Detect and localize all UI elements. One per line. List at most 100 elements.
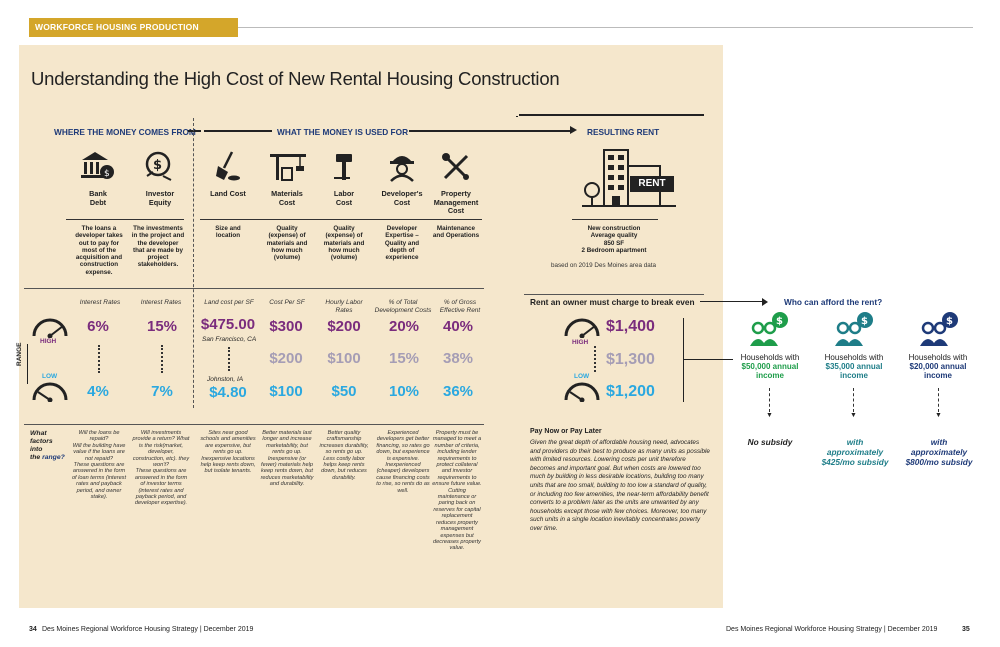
gauge-low-icon [32,382,68,402]
column-question: Experienced developers get better financ… [376,430,430,494]
col-desc-management: Maintenance and Operations [432,225,480,240]
household-35k-icon: $ [835,312,873,346]
household-35k-result: with approximately $425/mo subsidy [821,437,889,467]
value-mid: 15% [388,350,420,367]
col-head-management: Property Management Cost [433,189,479,215]
household-20k-icon: $ [920,312,958,346]
metric-label: % of Gross Effective Rent [439,299,481,314]
investor-icon: $ [145,151,172,181]
footer-right: Des Moines Regional Workforce Housing St… [726,626,938,633]
value-high: 40% [442,318,474,335]
column-question: Will the loans be repaid? Will the build… [71,430,127,501]
section-line [204,130,272,132]
infographic-panel [19,45,723,608]
rent-mid-value: $1,300 [606,351,655,368]
col-head-labor: Labor Cost [333,189,355,207]
col-desc-bank: The loans a developer takes out to pay f… [75,225,123,276]
col-desc-labor: Quality (expense) of materials and how m… [323,225,365,262]
rent-high-value: $1,400 [606,318,655,335]
value-high: 15% [146,318,178,335]
tools-icon [442,153,469,180]
household-50k-result: No subsidy [747,437,793,447]
household-35k-label: Households with $35,000 annual income [824,353,884,380]
rent-source: based on 2019 Des Moines area data [551,262,657,269]
metric-label: Interest Rates [79,299,121,306]
section-line [188,130,201,132]
land-low-location: Johnston, IA [207,376,244,383]
section-rent: RESULTING RENT [587,127,660,137]
col-desc-materials: Quality (expense) of materials and how m… [266,225,308,262]
range-low-label: LOW [42,373,58,380]
col-head-materials: Materials Cost [271,189,303,207]
rent-high-label: HIGH [572,339,589,346]
range-high-label: HIGH [40,338,57,345]
metric-label: Cost Per SF [269,299,305,306]
value-mid: $200 [269,350,303,367]
metric-label: % of Total Development Costs [374,299,432,314]
rent-desc: New construction Average quality 850 SF … [581,225,647,254]
col-head-investor: Investor Equity [145,189,175,207]
page-number-right: 35 [962,626,970,633]
land-high-location: San Francisco, CA [202,336,257,343]
afford-title: Who can afford the rent? [784,297,883,307]
footer-left: Des Moines Regional Workforce Housing St… [42,626,254,633]
afford-arrow [700,301,764,303]
value-low: $50 [331,383,357,400]
col-desc-developer: Developer Expertise – Quality and depth … [384,225,420,262]
svg-text:$: $ [946,316,953,327]
value-low: $4.80 [209,384,247,401]
metric-label: Interest Rates [140,299,182,306]
household-20k-result: with approximately $800/mo subsidy [905,437,973,467]
value-high: 20% [388,318,420,335]
svg-text:$: $ [153,158,162,173]
rent-top-line [519,114,704,116]
rent-gauge-low-icon [564,382,600,402]
section-header-tag: WORKFORCE HOUSING PRODUCTION CONSIDERATI… [29,18,238,51]
value-low: 10% [388,383,420,400]
column-question: Better materials last longer and increas… [260,430,314,488]
header-rule [238,27,973,28]
what-factors-label: What factors into the range? [30,430,65,461]
worker-icon [390,156,414,182]
rent-low-value: $1,200 [606,383,655,400]
value-high: 6% [87,318,109,335]
svg-text:$: $ [104,169,110,179]
crane-icon [270,154,306,181]
value-mid: 38% [442,350,474,367]
svg-text:$: $ [861,316,868,327]
arrow-head [570,126,577,134]
value-high: $300 [269,318,303,335]
col-desc-land: Size and location [215,225,241,240]
value-mid: $100 [327,350,361,367]
col-head-bank: Bank Debt [89,189,107,207]
value-low: 36% [442,383,474,400]
value-low: 4% [87,383,109,400]
col-desc-investor: The investments in the project and the d… [131,225,185,269]
column-question: Will investments provide a return? What … [132,430,190,507]
divider-dashed [193,118,194,408]
column-question: Property must be managed to meet a numbe… [432,430,482,552]
gauge-high-icon [32,318,68,338]
paynow-title: Pay Now or Pay Later [530,428,602,435]
value-low: $100 [269,383,303,400]
value-high: $475.00 [200,316,256,333]
rent-gauge-high-icon [564,318,600,338]
rent-sign: RENT [630,176,674,192]
shovel-icon [216,151,240,181]
col-head-developer: Developer's Cost [381,189,423,207]
svg-text:$: $ [776,316,783,327]
section-use: WHAT THE MONEY IS USED FOR [277,127,409,137]
hammer-icon [334,154,352,180]
break-even-title: Rent an owner must charge to break even [530,297,695,307]
metric-label: Land cost per SF [204,299,254,306]
value-low: 7% [151,383,173,400]
column-question: Better quality craftsmanship increases d… [319,430,369,481]
section-source: WHERE THE MONEY COMES FROM [54,127,196,137]
rent-low-label: LOW [574,373,590,380]
page-title: Understanding the High Cost of New Renta… [31,68,560,89]
range-label: RANGE [16,342,23,366]
col-head-land: Land Cost [210,189,246,198]
section-arrow [409,130,572,132]
bank-icon: $ [81,152,114,179]
household-20k-label: Households with $20,000 annual income [908,353,968,380]
